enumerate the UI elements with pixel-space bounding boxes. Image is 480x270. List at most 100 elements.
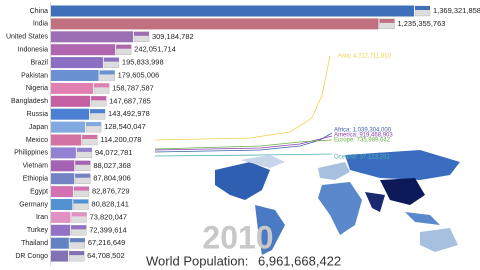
value-label: 72,399,614: [89, 225, 127, 234]
category-label: Bangladesh: [11, 98, 48, 105]
value-label: 179,605,006: [118, 70, 160, 79]
category-label: Turkey: [27, 227, 49, 234]
bar: [51, 18, 379, 30]
category-label: Japan: [29, 124, 48, 131]
flag-stripe: [69, 251, 85, 256]
bar: [51, 95, 91, 107]
category-label: Iran: [36, 214, 48, 221]
category-label: Mexico: [26, 137, 48, 144]
year: 2010: [202, 219, 273, 255]
flag-stripe: [82, 135, 98, 139]
category-label: India: [33, 21, 48, 28]
value-label: 73,820,047: [90, 212, 128, 221]
bar: [51, 160, 75, 172]
world-map: [215, 150, 460, 255]
flag-stripe: [75, 173, 91, 178]
bar: [51, 250, 69, 262]
category-label: Pakistan: [21, 72, 48, 79]
category-label: Germany: [19, 201, 48, 208]
value-label: 195,833,998: [122, 58, 164, 67]
continent-label: America: 919,468,903: [334, 133, 393, 139]
value-label: 1,235,355,763: [397, 19, 445, 28]
value-label: 1,369,321,858: [433, 6, 480, 15]
bar: [51, 5, 414, 17]
bar: [51, 44, 116, 56]
category-label: Brazil: [30, 59, 48, 66]
flag-stripe: [415, 6, 430, 10]
value-label: 67,216,649: [88, 238, 126, 247]
flag-stripe: [116, 44, 132, 49]
category-label: DR Congo: [15, 253, 48, 260]
flag-stripe: [75, 160, 91, 165]
value-label: 64,708,502: [87, 251, 125, 260]
flag-stripe: [133, 31, 149, 36]
bar: [51, 147, 76, 159]
oceania-line: [154, 153, 333, 157]
flag-stripe: [71, 212, 87, 217]
flag-stripe: [91, 96, 107, 101]
map-se-asia: [405, 212, 440, 225]
bar: [51, 237, 69, 249]
asia-line: [154, 55, 331, 141]
america-line: [154, 135, 333, 151]
bar: [51, 173, 75, 185]
category-label: Egypt: [30, 188, 48, 195]
value-label: 88,027,368: [93, 161, 131, 170]
bar: [51, 82, 94, 94]
category-label: Ethiopia: [23, 176, 48, 183]
map-china: [380, 178, 425, 205]
flag-stripe: [76, 147, 92, 152]
category-label: Russia: [27, 111, 49, 118]
continent-label: Europe: 735,989,642: [334, 138, 391, 144]
value-label: 82,876,729: [92, 187, 130, 196]
map-russia: [345, 150, 460, 180]
category-label: Vietnam: [22, 163, 48, 170]
flag-stripe: [73, 199, 89, 204]
bar: [51, 199, 73, 210]
continent-label: Africa: 1,039,304,000: [334, 128, 392, 134]
map-north-america: [215, 162, 270, 200]
bar: [51, 31, 133, 43]
value-label: 94,072,781: [95, 148, 133, 157]
flag-stripe: [69, 238, 85, 243]
value-label: 128,540,047: [104, 122, 146, 131]
continent-label: Oceania: 37,123,281: [334, 155, 390, 161]
map-india: [365, 192, 385, 212]
flag-stripe: [90, 109, 106, 114]
total-label: World Population:: [146, 253, 248, 268]
map-arctic: [240, 155, 285, 168]
category-label: Indonesia: [18, 47, 48, 54]
map-australia: [420, 228, 458, 252]
bar: [51, 224, 71, 236]
flag-stripe: [73, 186, 89, 191]
flag-stripe: [94, 83, 110, 88]
continent-label: Asia: 4,212,711,810: [338, 54, 392, 60]
value-label: 80,828,141: [91, 199, 129, 208]
bar: [51, 121, 86, 133]
flag-stripe: [103, 57, 119, 62]
map-south-america: [255, 205, 285, 255]
category-label: China: [30, 8, 48, 15]
category-label: Philippines: [14, 150, 48, 157]
flag-stripe: [99, 70, 115, 75]
category-label: United States: [6, 34, 49, 41]
continent-lines: [154, 55, 333, 157]
category-label: Thailand: [21, 240, 48, 247]
value-label: 114,200,078: [100, 135, 141, 144]
category-label: Nigeria: [26, 85, 48, 92]
map-africa: [318, 182, 362, 235]
map-europe: [318, 162, 350, 180]
value-label: 158,787,587: [112, 83, 154, 92]
value-label: 242,051,714: [134, 45, 176, 54]
value-label: 147,687,785: [109, 96, 151, 105]
bar: [51, 70, 99, 81]
value-label: 309,184,782: [152, 32, 194, 41]
europe-line: [154, 139, 333, 150]
bar: [51, 134, 82, 146]
bar: [51, 211, 71, 223]
bar: [51, 57, 103, 69]
flag-stripe: [86, 122, 102, 127]
flag-stripe: [71, 225, 87, 230]
